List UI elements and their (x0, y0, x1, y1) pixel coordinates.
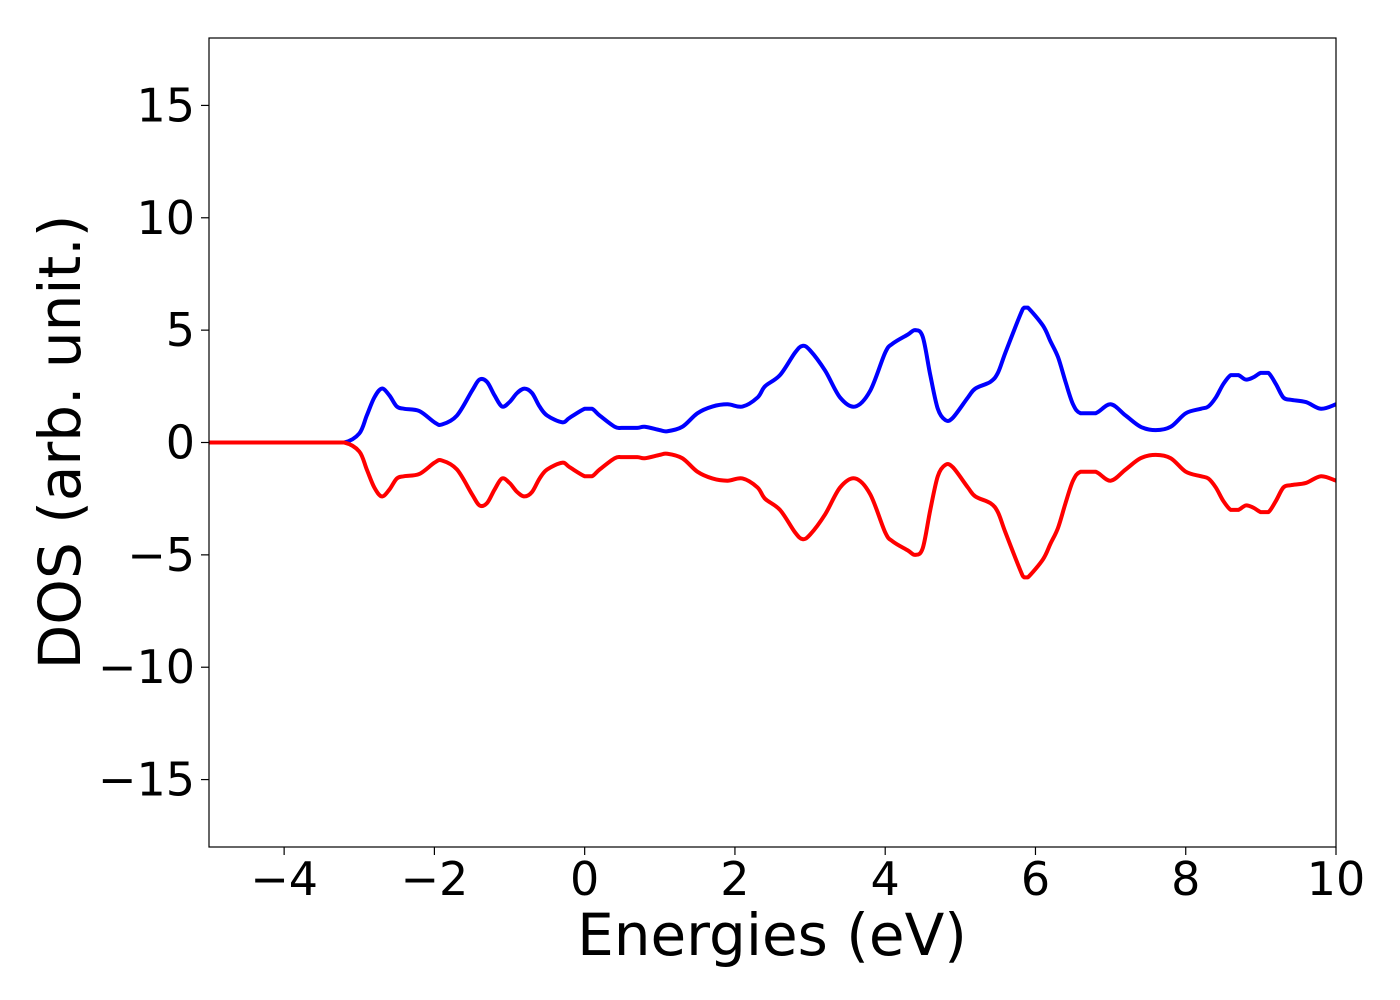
y-tick-label: −15 (98, 753, 195, 807)
y-axis-ticks: −15 −10 −5 0 5 10 15 (98, 78, 209, 807)
x-tick-label: 6 (1021, 852, 1050, 906)
x-axis-ticks: −4 −2 0 2 4 6 8 10 (250, 847, 1365, 906)
y-tick-label: 5 (166, 303, 195, 357)
x-tick-label: 2 (720, 852, 749, 906)
x-tick-label: 8 (1171, 852, 1200, 906)
y-tick-label: 10 (136, 191, 195, 245)
x-tick-label: −4 (250, 852, 318, 906)
y-tick-label: −10 (98, 640, 195, 694)
x-tick-label: 4 (871, 852, 900, 906)
series-layer (209, 305, 1336, 580)
x-tick-label: 0 (570, 852, 599, 906)
x-axis-label: Energies (eV) (577, 901, 967, 969)
spin-down-dos-line (209, 440, 1336, 580)
x-tick-label: −2 (400, 852, 468, 906)
y-axis-label: DOS (arb. unit.) (26, 215, 94, 670)
x-tick-label: 10 (1307, 852, 1366, 906)
y-tick-label: 15 (136, 78, 195, 132)
spin-up-dos-line (209, 305, 1336, 445)
plot-area (209, 38, 1336, 847)
y-tick-label: 0 (166, 416, 195, 470)
y-tick-label: −5 (127, 528, 195, 582)
